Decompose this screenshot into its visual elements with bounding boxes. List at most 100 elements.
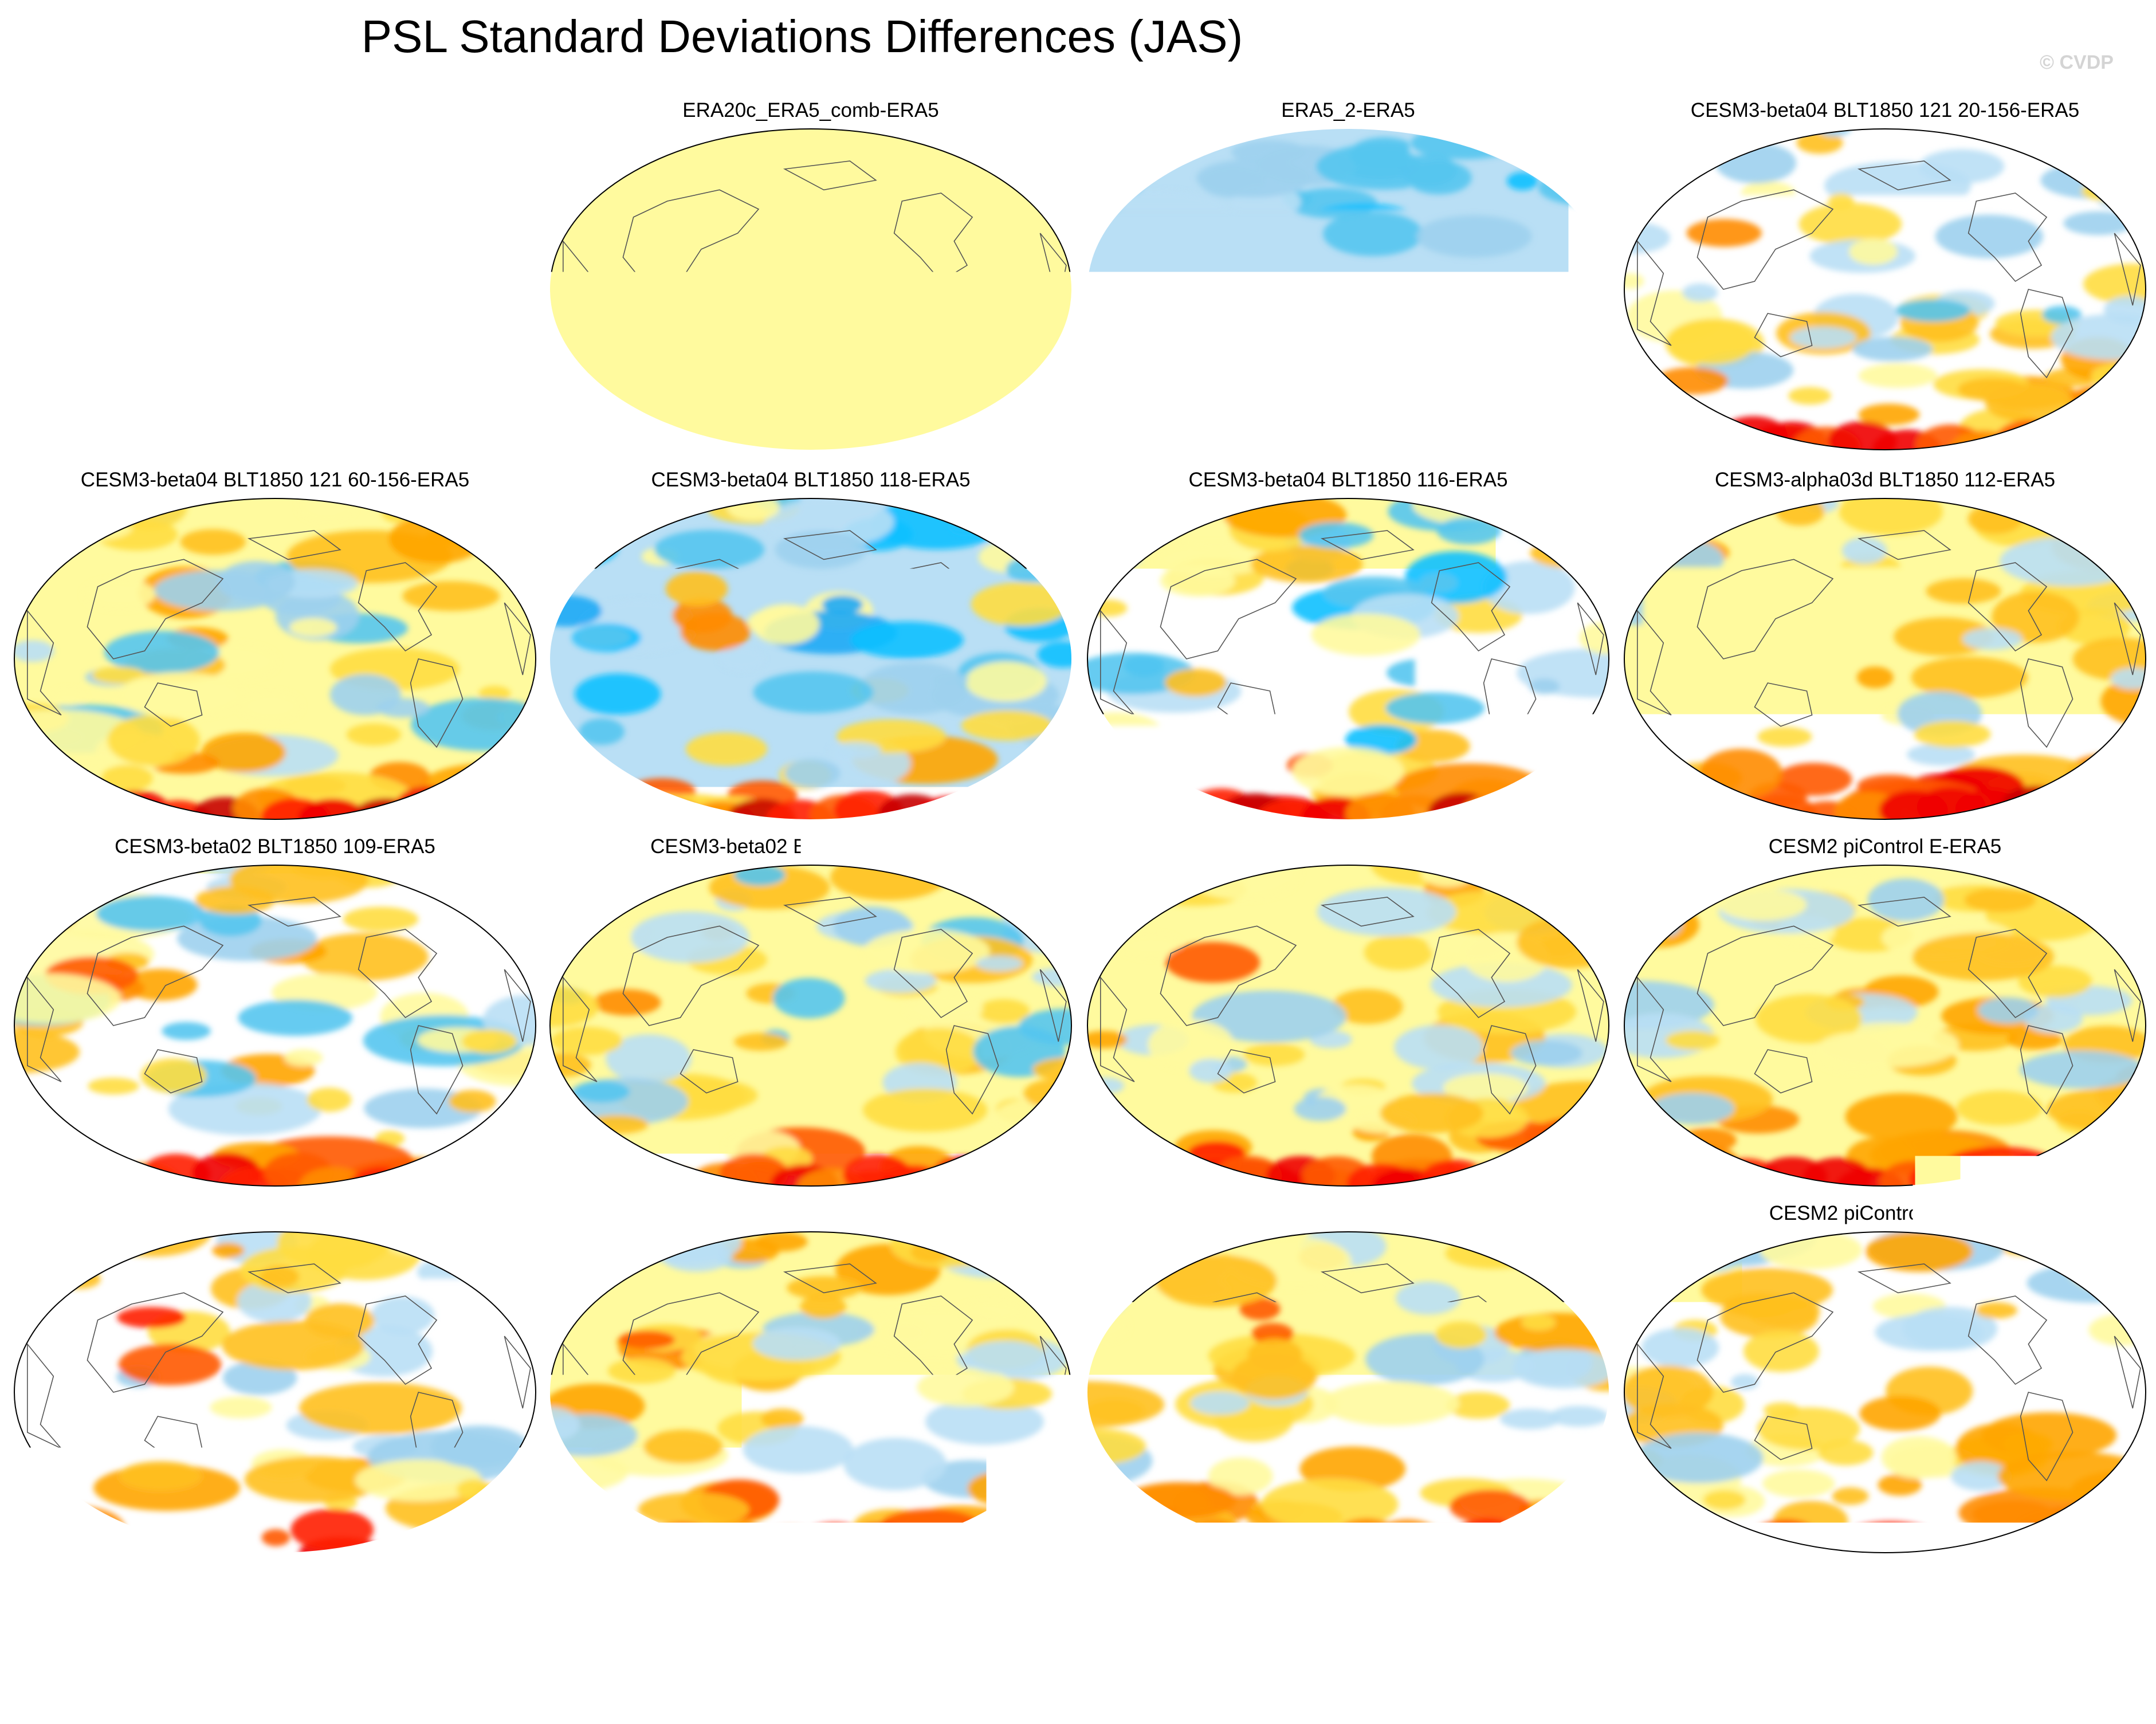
field-blob <box>496 806 539 822</box>
field-blob <box>1957 1090 2043 1125</box>
field-blob <box>594 790 662 822</box>
field-blob <box>11 640 54 662</box>
field-blob <box>71 1427 149 1458</box>
field-blob <box>661 341 768 384</box>
field-blob <box>1511 1040 1582 1066</box>
field-blob <box>2079 1229 2149 1275</box>
field-blob <box>1042 793 1074 822</box>
field-blob <box>1497 790 1580 816</box>
map-panel: CESM2 piControl B-ERA5 <box>1085 1200 1612 1578</box>
field-blob <box>1641 1328 1719 1368</box>
field-blob <box>1671 1155 1740 1189</box>
field-blob <box>1643 1520 1711 1556</box>
field-blob <box>1085 1274 1121 1297</box>
field-blob <box>2053 881 2135 913</box>
field-blob <box>627 778 696 805</box>
field-blob <box>1549 1406 1608 1427</box>
field-blob <box>1621 800 1710 822</box>
field-blob <box>1574 796 1612 822</box>
field-blob <box>702 214 837 262</box>
field-blob <box>2082 181 2140 201</box>
field-blob <box>1085 1293 1125 1316</box>
field-blob <box>734 1033 788 1051</box>
field-blob <box>11 520 62 547</box>
field-blob <box>347 724 402 746</box>
field-blob <box>575 673 661 714</box>
field-blob <box>488 1487 539 1533</box>
field-blob <box>666 572 728 607</box>
field-blob <box>1676 1146 1738 1175</box>
map-svg <box>547 862 1074 1189</box>
field-blob <box>1196 159 1311 197</box>
field-blob <box>635 143 697 167</box>
field-blob <box>971 786 1039 822</box>
field-blob <box>568 1153 637 1189</box>
field-blob <box>1978 998 2038 1023</box>
field-blob <box>364 1352 402 1374</box>
field-blob <box>561 1522 630 1556</box>
field-blob <box>1743 1330 1819 1372</box>
field-blob <box>2064 387 2141 414</box>
field-blob <box>96 896 205 931</box>
map-panel: CESM3-beta02 BLT1850 109-ERA5 <box>11 834 539 1212</box>
field-blob <box>1799 203 1902 245</box>
colorbar-segment <box>1709 1599 1772 1633</box>
map-panel: CESM3-beta04 BLT1850 121 60-156-ERA5 <box>11 467 539 845</box>
field-blob <box>1012 882 1074 935</box>
map-field <box>11 862 539 1189</box>
colorbar-segment <box>700 1599 764 1633</box>
field-blob <box>435 1168 504 1189</box>
field-blob <box>11 1149 103 1189</box>
colorbar-segment <box>1330 1599 1394 1633</box>
panel-title: CESM2 piControl B-ERA5 <box>1085 1200 1612 1226</box>
field-blob <box>371 1297 434 1334</box>
field-blob <box>547 1277 587 1295</box>
field-blob <box>1134 1161 1203 1189</box>
field-blob <box>1747 701 1797 725</box>
panel-title: ERA5_2-ERA5 <box>1085 97 1612 123</box>
map-field <box>547 1229 1074 1556</box>
field-blob <box>960 1301 1020 1323</box>
field-blob <box>1715 581 1806 611</box>
map-field <box>547 862 1074 1189</box>
field-blob <box>1380 1093 1483 1133</box>
field-blob <box>119 862 167 875</box>
colorbar-segment <box>1078 1599 1142 1633</box>
colorbar-segment <box>826 1599 890 1633</box>
field-blob <box>2034 424 2098 450</box>
map-panel: CESM3-alpha03d BLT1850 112-ERA5 <box>1621 467 2149 845</box>
field-blob <box>11 862 96 882</box>
field-blob <box>402 581 500 611</box>
field-blob <box>1724 645 1757 663</box>
field-blob <box>1316 143 1451 190</box>
colorbar-tick-label: 1.2 <box>1411 1639 1502 1679</box>
field-blob <box>863 929 990 973</box>
field-blob <box>1001 767 1074 819</box>
field-blob <box>1132 795 1200 822</box>
field-blob <box>547 429 596 453</box>
field-blob <box>71 515 105 534</box>
colorbar-segment <box>1204 1599 1268 1633</box>
field-blob <box>1474 169 1571 200</box>
panel-title: CESM3-beta04 BLT1850 121 60-156-ERA5 <box>11 467 539 493</box>
field-blob <box>639 1168 708 1189</box>
field-blob <box>2045 1530 2114 1556</box>
field-blob <box>1090 600 1127 617</box>
map-svg <box>547 496 1074 822</box>
panel-title: ERA20c_ERA5_comb-ERA5 <box>547 97 1074 123</box>
field-blob <box>547 129 658 167</box>
field-blob <box>1621 1510 1676 1528</box>
colorbar-tick-label: 0.4 <box>1158 1639 1250 1679</box>
map-field <box>11 1229 539 1556</box>
field-blob <box>1560 1229 1596 1248</box>
field-blob <box>284 1049 323 1066</box>
map-panel: CESM2 piControl A-ERA5 <box>1621 1200 2149 1578</box>
colorbar-segment <box>952 1599 1016 1633</box>
field-blob <box>1699 749 1782 799</box>
field-blob <box>11 802 56 822</box>
field-blob <box>906 993 984 1025</box>
map-field <box>1621 126 2149 453</box>
field-blob <box>30 1506 124 1550</box>
field-blob <box>843 1438 947 1490</box>
field-blob <box>1883 681 1964 708</box>
